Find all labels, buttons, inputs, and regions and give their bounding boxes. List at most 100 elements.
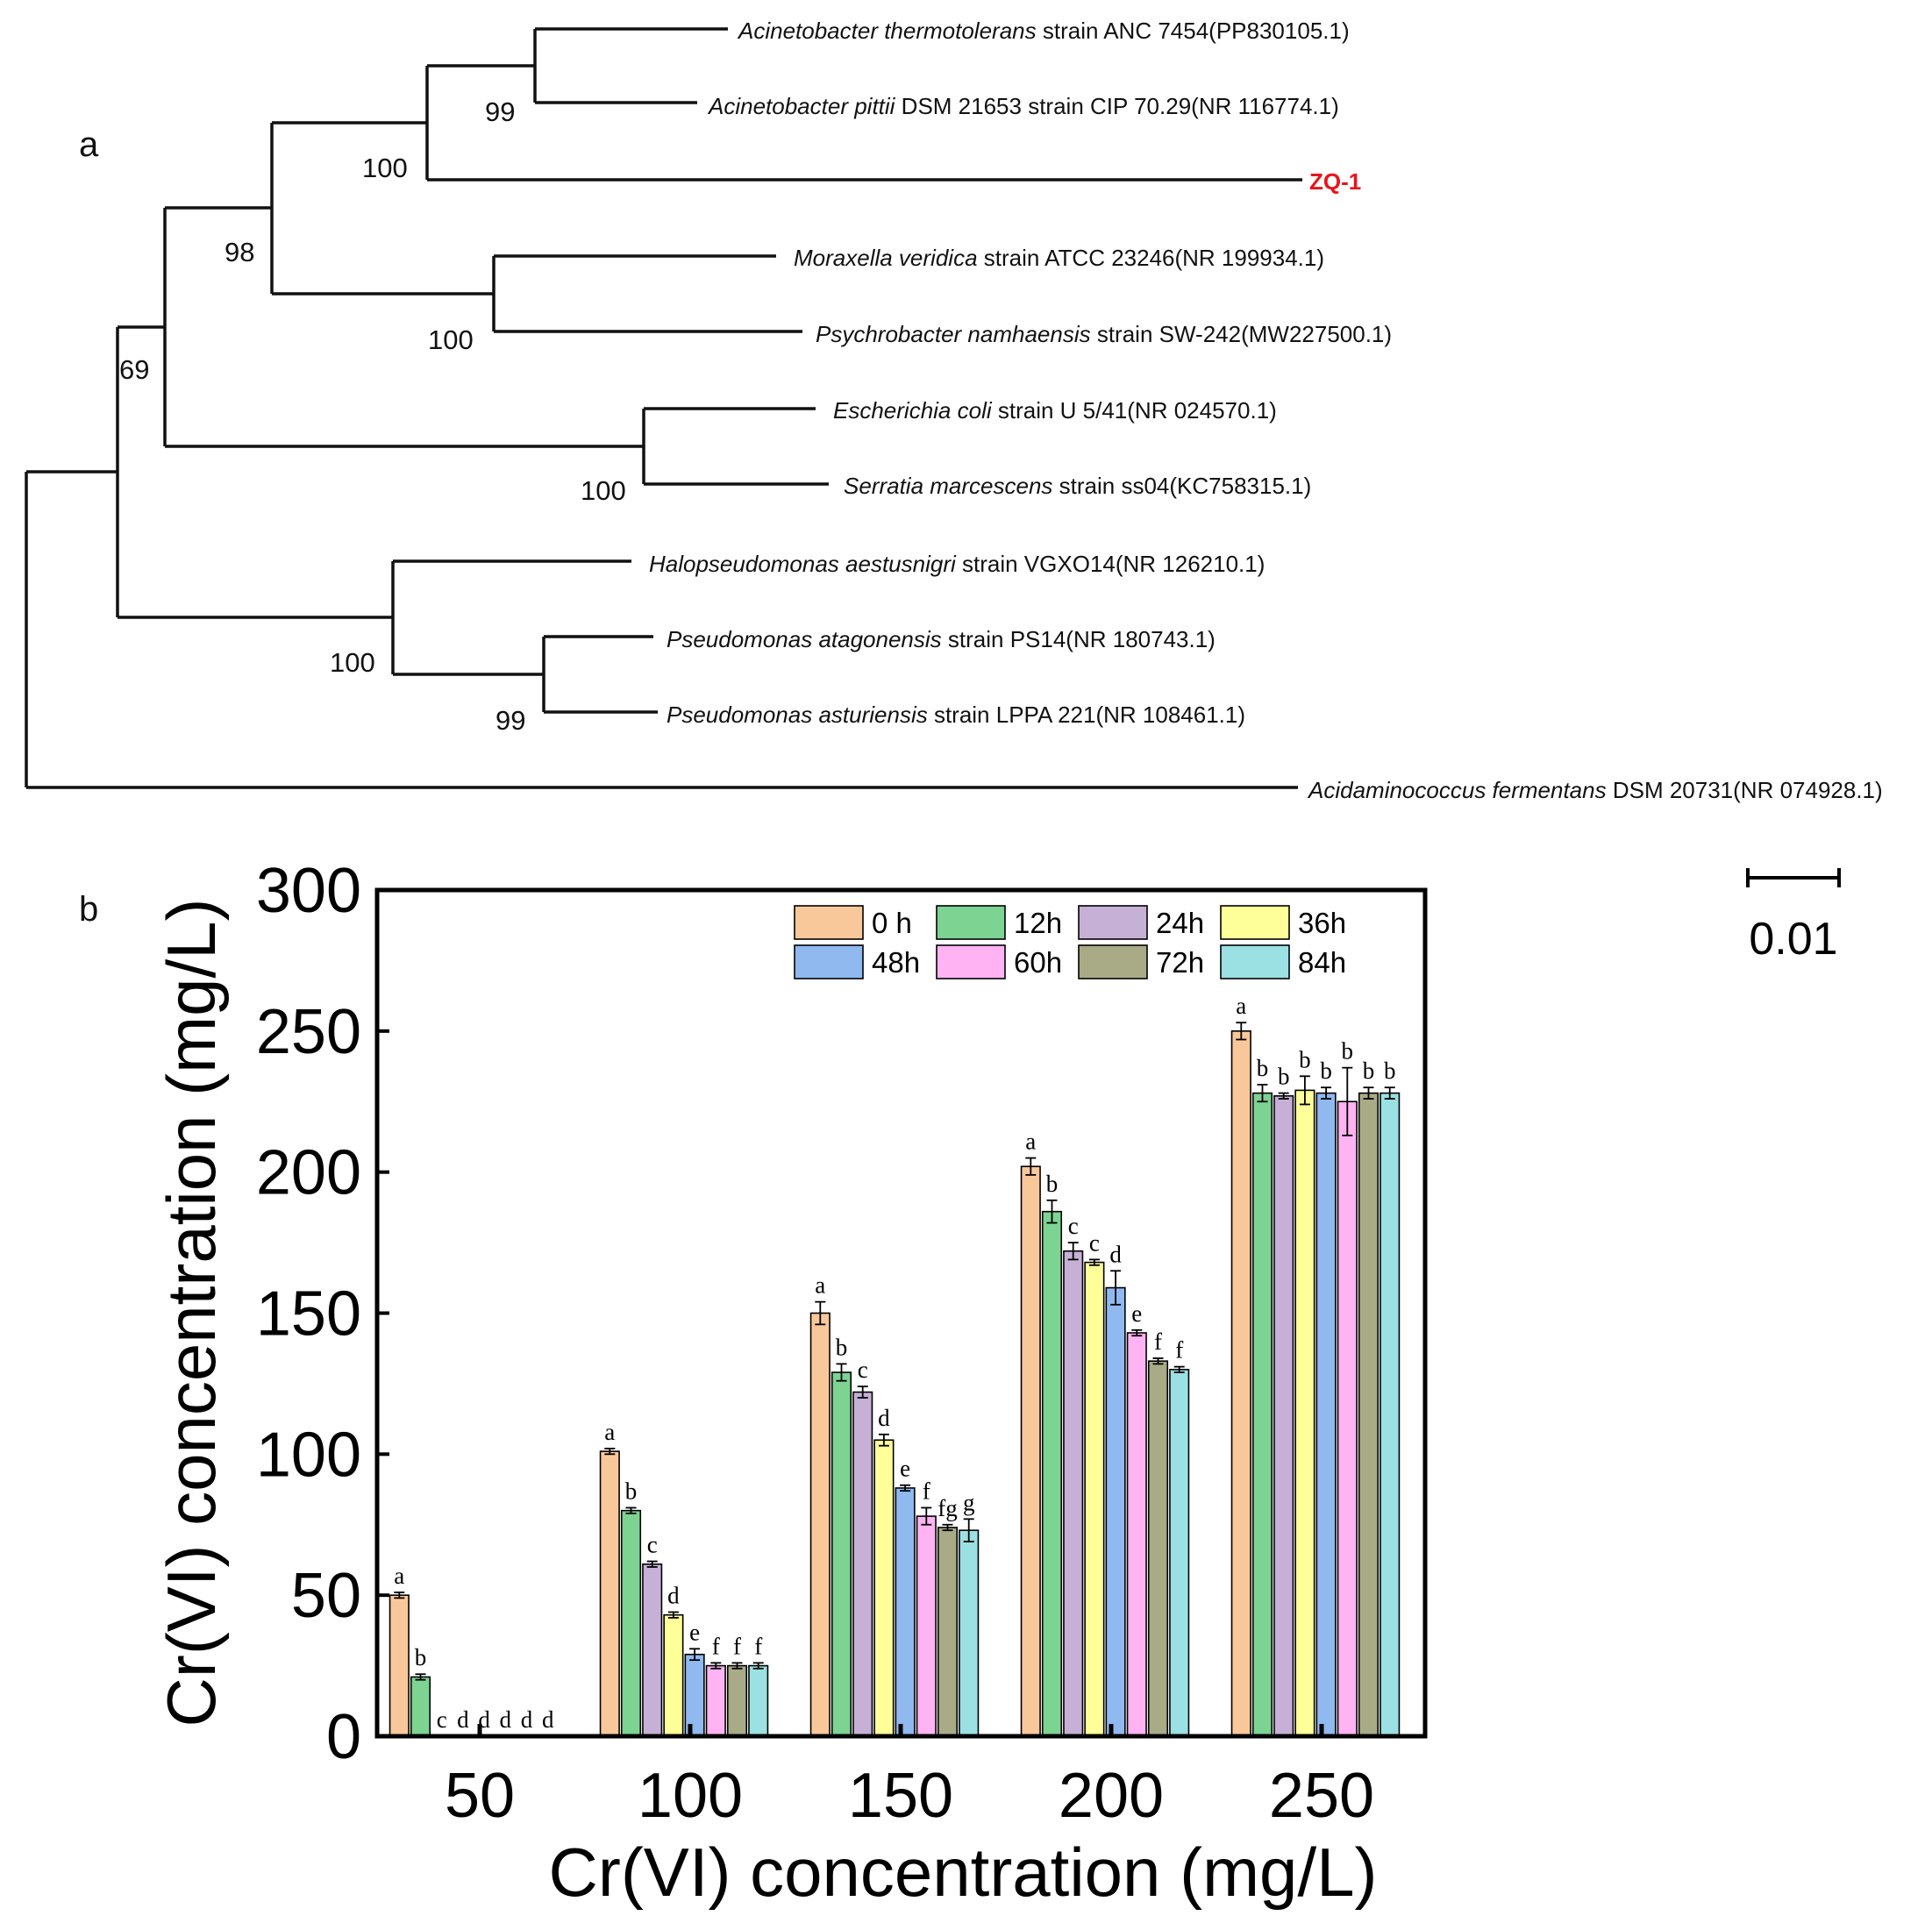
taxon-label: Psychrobacter namhaensis strain SW-242(M…: [816, 321, 1392, 347]
significance-letter: b: [836, 1334, 848, 1360]
bar: [959, 1529, 980, 1737]
bar: [1379, 1092, 1401, 1737]
significance-letter: f: [712, 1633, 720, 1659]
bar: [1273, 1095, 1294, 1737]
bootstrap-value: 100: [428, 324, 474, 355]
significance-letter: d: [542, 1706, 554, 1733]
bootstrap-value: 99: [485, 96, 515, 127]
significance-letter: e: [1131, 1300, 1142, 1327]
bar: [1126, 1332, 1147, 1737]
y-tick-label: 250: [256, 997, 361, 1067]
taxon-label: Acidaminococcus fermentans DSM 20731(NR …: [1307, 777, 1883, 803]
y-tick-label: 200: [256, 1138, 361, 1208]
significance-letter: b: [1046, 1171, 1059, 1197]
significance-letter: b: [1299, 1046, 1311, 1072]
significance-letter: c: [437, 1706, 447, 1733]
scale-bar: [1746, 868, 1841, 887]
significance-letter: g: [963, 1489, 975, 1515]
significance-letter: a: [394, 1563, 404, 1589]
significance-letter: b: [1363, 1058, 1375, 1084]
significance-letter: c: [647, 1532, 658, 1558]
bar: [1105, 1286, 1126, 1737]
legend-label: 72h: [1156, 946, 1204, 979]
significance-letter: d: [667, 1582, 680, 1608]
bar: [620, 1509, 642, 1737]
y-tick-label: 100: [256, 1420, 361, 1490]
taxon-label: Acinetobacter pittii DSM 21653 strain CI…: [707, 93, 1339, 119]
bar: [1315, 1092, 1337, 1737]
taxon-label: Pseudomonas atagonensis strain PS14(NR 1…: [667, 626, 1216, 652]
significance-letter: e: [689, 1619, 700, 1645]
significance-letter: d: [521, 1706, 533, 1733]
bar: [895, 1487, 916, 1737]
legend-swatch: [936, 905, 1006, 940]
significance-letter: b: [1278, 1064, 1290, 1090]
y-tick-label: 150: [256, 1279, 361, 1350]
legend-swatch: [1078, 944, 1148, 979]
significance-letter: f: [733, 1633, 741, 1659]
bar: [1337, 1100, 1358, 1737]
significance-letter: b: [625, 1478, 638, 1504]
significance-letter: f: [1175, 1337, 1183, 1364]
taxon-label: Pseudomonas asturiensis strain LPPA 221(…: [667, 702, 1245, 728]
x-tick-label: 200: [1059, 1761, 1164, 1831]
bar: [1084, 1261, 1105, 1737]
y-axis: 0 50 100 150 200 250 300: [256, 856, 389, 1772]
legend-label: 12h: [1014, 907, 1062, 939]
significance-letter: d: [1109, 1241, 1122, 1267]
bar: [873, 1439, 895, 1737]
bar: [1294, 1089, 1315, 1737]
panel-b-label: b: [79, 890, 98, 929]
y-tick-label: 300: [256, 856, 361, 926]
scale-bar-label: 0.01: [1749, 914, 1837, 965]
significance-letter: a: [815, 1272, 825, 1299]
bootstrap-value: 100: [330, 647, 375, 678]
legend-label: 0 h: [872, 907, 912, 939]
legend-label: 60h: [1014, 946, 1062, 979]
legend-swatch: [794, 944, 864, 979]
panel-a-label: a: [79, 125, 99, 164]
phylogenetic-tree: [25, 27, 1302, 789]
x-tick-label: 150: [848, 1761, 953, 1831]
significance-letter: b: [1320, 1058, 1332, 1084]
legend-label: 48h: [872, 946, 920, 979]
y-axis-title: Cr(VI) concentration (mg/L): [153, 899, 230, 1727]
legend-swatch: [1078, 905, 1148, 940]
bar: [1251, 1092, 1273, 1737]
taxon-label: Moraxella veridica strain ATCC 23246(NR …: [794, 245, 1324, 271]
x-axis: 50 100 150 200 250: [445, 1724, 1374, 1831]
x-tick-label: 50: [445, 1761, 515, 1831]
bar: [937, 1527, 959, 1737]
significance-letter: b: [1384, 1058, 1396, 1084]
bar: [916, 1515, 937, 1737]
significance-letter: d: [500, 1706, 512, 1733]
bar: [852, 1391, 873, 1737]
bar: [748, 1664, 769, 1737]
bootstrap-value: 98: [225, 237, 254, 267]
legend-label: 36h: [1298, 907, 1346, 939]
legend-swatch: [1220, 905, 1290, 940]
significance-letter: c: [858, 1357, 868, 1383]
significance-letter: d: [457, 1706, 469, 1733]
bar: [831, 1371, 852, 1737]
legend: 0 h 12h 24h 36h 48h 60h 72h 84h: [794, 905, 1346, 979]
bar: [809, 1312, 831, 1737]
x-tick-label: 250: [1269, 1761, 1374, 1831]
bar: [1020, 1165, 1041, 1737]
bootstrap-value: 100: [362, 153, 408, 183]
x-tick-label: 100: [638, 1761, 743, 1831]
significance-letter: b: [1257, 1055, 1269, 1081]
bar: [389, 1594, 410, 1737]
legend-swatch: [1220, 944, 1290, 979]
taxon-label: Acinetobacter thermotolerans strain ANC …: [737, 18, 1350, 44]
taxon-label: Halopseudomonas aestusnigri strain VGXO1…: [649, 551, 1265, 577]
bootstrap-value: 99: [495, 705, 525, 736]
bar: [1230, 1030, 1251, 1737]
plot-frame: [374, 887, 1428, 1739]
bootstrap-value: 100: [581, 475, 626, 506]
bar: [663, 1613, 684, 1737]
significance-letter: a: [1236, 993, 1246, 1019]
